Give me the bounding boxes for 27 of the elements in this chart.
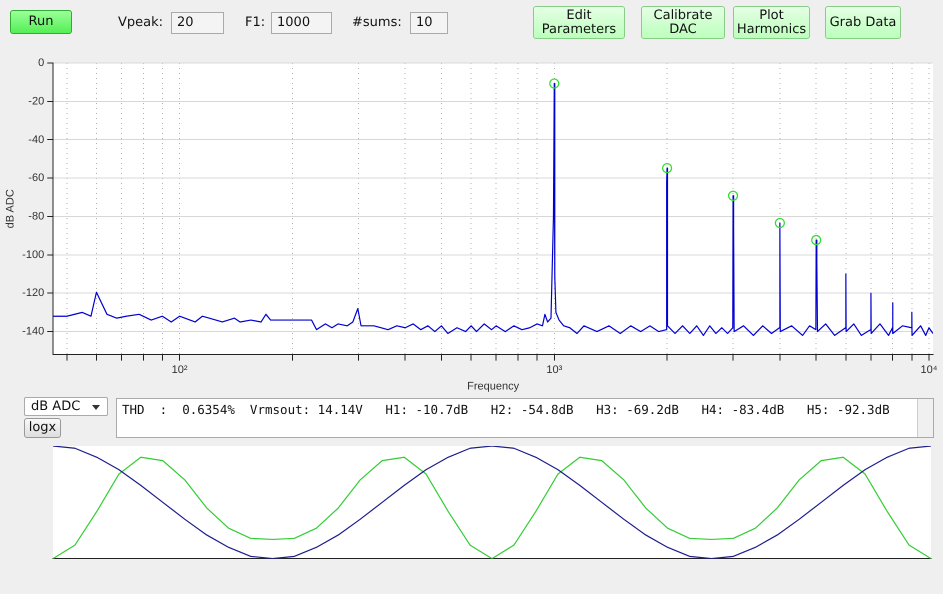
x-tick-label: 10⁴ [920, 364, 938, 376]
button: Calibrate DAC [641, 6, 725, 39]
x-tick-label: 10² [172, 364, 188, 376]
x-tick-label: 10³ [546, 364, 563, 376]
dropdown: dB ADC [24, 397, 108, 416]
text: Vpeak: [118, 15, 164, 30]
text-box: THD : 0.6354% Vrmsout: 14.14V H1: -10.7dB H2: -54.8dB H3: -69.2dB H4: -83.4dB H5: -92.3dB [116, 398, 934, 438]
text-field: 1000 [271, 12, 332, 34]
x-axis-title: Frequency [467, 380, 520, 392]
toggle-button: logx [24, 418, 61, 438]
y-tick-label: -40 [28, 134, 44, 146]
y-tick-label: -100 [22, 248, 44, 261]
y-tick-label: 0 [38, 57, 44, 70]
y-tick-label: -60 [28, 172, 44, 184]
run-button: Run [10, 10, 72, 34]
y-tick-label: -20 [28, 95, 44, 108]
button: Grab Data [825, 6, 901, 39]
button: Plot Harmonics [733, 6, 810, 39]
y-tick-label: -120 [22, 287, 44, 300]
text: F1: [245, 15, 266, 30]
y-tick-label: -80 [28, 210, 44, 223]
y-axis-title: dB ADC [4, 189, 17, 228]
text: #sums: [352, 15, 402, 30]
button: Edit Parameters [533, 6, 625, 39]
text-field: 20 [171, 12, 224, 34]
text-field: 10 [410, 12, 448, 34]
y-tick-label: -140 [22, 326, 44, 338]
